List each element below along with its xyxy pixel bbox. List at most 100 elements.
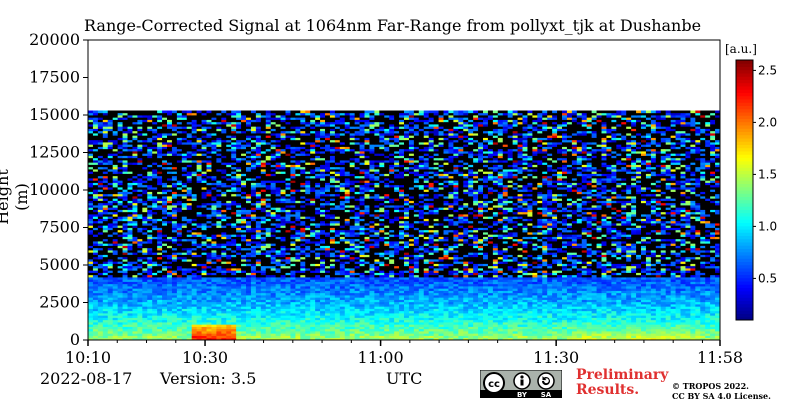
heatmap-cell	[374, 324, 380, 327]
heatmap-cell	[611, 261, 617, 264]
heatmap-cell	[320, 292, 326, 296]
heatmap-cell	[715, 281, 721, 285]
heatmap-cell	[176, 333, 183, 336]
heatmap-cell	[626, 263, 632, 267]
heatmap-cell	[167, 331, 173, 334]
heatmap-cell	[117, 324, 123, 327]
heatmap-cell	[290, 322, 296, 325]
heatmap-cell	[463, 270, 469, 273]
heatmap-cell	[270, 286, 277, 289]
heatmap-cell	[641, 290, 647, 294]
heatmap-cell	[157, 299, 163, 303]
heatmap-cell	[364, 324, 370, 327]
heatmap-cell	[596, 270, 602, 273]
heatmap-cell	[408, 301, 415, 305]
heatmap-cell	[305, 310, 311, 314]
heatmap-cell	[507, 337, 514, 341]
heatmap-cell	[502, 326, 509, 330]
heatmap-cell	[552, 317, 558, 321]
heatmap-cell	[552, 335, 558, 339]
heatmap-cell	[221, 331, 227, 334]
heatmap-cell	[700, 301, 706, 305]
heatmap-cell	[226, 304, 232, 307]
heatmap-cell	[453, 337, 459, 341]
heatmap-cell	[478, 265, 484, 269]
heatmap-cell	[394, 331, 400, 334]
heatmap-cell	[645, 268, 652, 271]
heatmap-cell	[483, 304, 489, 307]
heatmap-cell	[379, 324, 385, 327]
heatmap-cell	[290, 290, 296, 294]
heatmap-cell	[147, 317, 153, 321]
heatmap-cell	[478, 290, 484, 294]
heatmap-cell	[636, 317, 642, 321]
heatmap-cell	[611, 279, 617, 282]
heatmap-cell	[423, 299, 430, 303]
heatmap-cell	[236, 268, 242, 271]
heatmap-cell	[374, 313, 380, 316]
heatmap-cell	[641, 277, 647, 280]
heatmap-cell	[705, 313, 711, 316]
heatmap-cell	[325, 313, 331, 316]
heatmap-cell	[379, 306, 385, 309]
heatmap-cell	[354, 268, 360, 271]
heatmap-cell	[384, 333, 390, 336]
heatmap-cell	[295, 288, 301, 291]
heatmap-cell	[502, 310, 509, 314]
heatmap-cell	[601, 286, 607, 289]
heatmap-cell	[468, 292, 474, 296]
heatmap-cell	[552, 322, 558, 325]
heatmap-cell	[171, 261, 178, 264]
heatmap-cell	[295, 268, 301, 271]
heatmap-cell	[616, 292, 622, 296]
heatmap-cell	[710, 324, 716, 327]
heatmap-cell	[478, 299, 484, 303]
heatmap-cell	[670, 317, 676, 321]
heatmap-cell	[152, 279, 158, 282]
heatmap-cell	[670, 313, 676, 316]
heatmap-cell	[226, 319, 232, 323]
heatmap-cell	[231, 324, 237, 327]
heatmap-cell	[325, 268, 331, 271]
heatmap-cell	[196, 337, 202, 341]
heatmap-cell	[246, 337, 252, 341]
heatmap-cell	[581, 277, 588, 280]
heatmap-cell	[181, 324, 188, 327]
heatmap-cell	[418, 317, 425, 321]
heatmap-cell	[305, 326, 311, 330]
heatmap-cell	[641, 313, 647, 316]
heatmap-cell	[690, 286, 696, 289]
heatmap-cell	[394, 304, 400, 307]
heatmap-cell	[586, 317, 593, 321]
heatmap-cell	[502, 274, 509, 278]
heatmap-cell	[710, 297, 716, 300]
heatmap-cell	[700, 268, 706, 271]
heatmap-cell	[448, 317, 454, 321]
heatmap-cell	[557, 304, 563, 307]
heatmap-cell	[290, 315, 296, 318]
heatmap-cell	[473, 335, 479, 339]
heatmap-cell	[404, 277, 410, 280]
heatmap-cell	[636, 286, 642, 289]
heatmap-cell	[616, 333, 622, 336]
heatmap-cell	[132, 301, 138, 305]
heatmap-cell	[695, 279, 701, 282]
heatmap-cell	[315, 306, 321, 309]
heatmap-cell	[270, 324, 277, 327]
heatmap-cell	[596, 313, 602, 316]
heatmap-cell	[413, 263, 420, 267]
heatmap-cell	[102, 333, 109, 336]
heatmap-cell	[364, 290, 370, 294]
heatmap-cell	[670, 304, 676, 307]
heatmap-cell	[695, 263, 701, 267]
heatmap-cell	[157, 290, 163, 294]
heatmap-cell	[650, 295, 657, 298]
heatmap-cell	[181, 281, 188, 285]
heatmap-cell	[586, 268, 593, 271]
heatmap-cell	[315, 317, 321, 321]
heatmap-cell	[270, 322, 277, 325]
heatmap-cell	[418, 310, 425, 314]
heatmap-cell	[655, 261, 662, 264]
heatmap-cell	[334, 270, 341, 273]
heatmap-cell	[497, 326, 504, 330]
